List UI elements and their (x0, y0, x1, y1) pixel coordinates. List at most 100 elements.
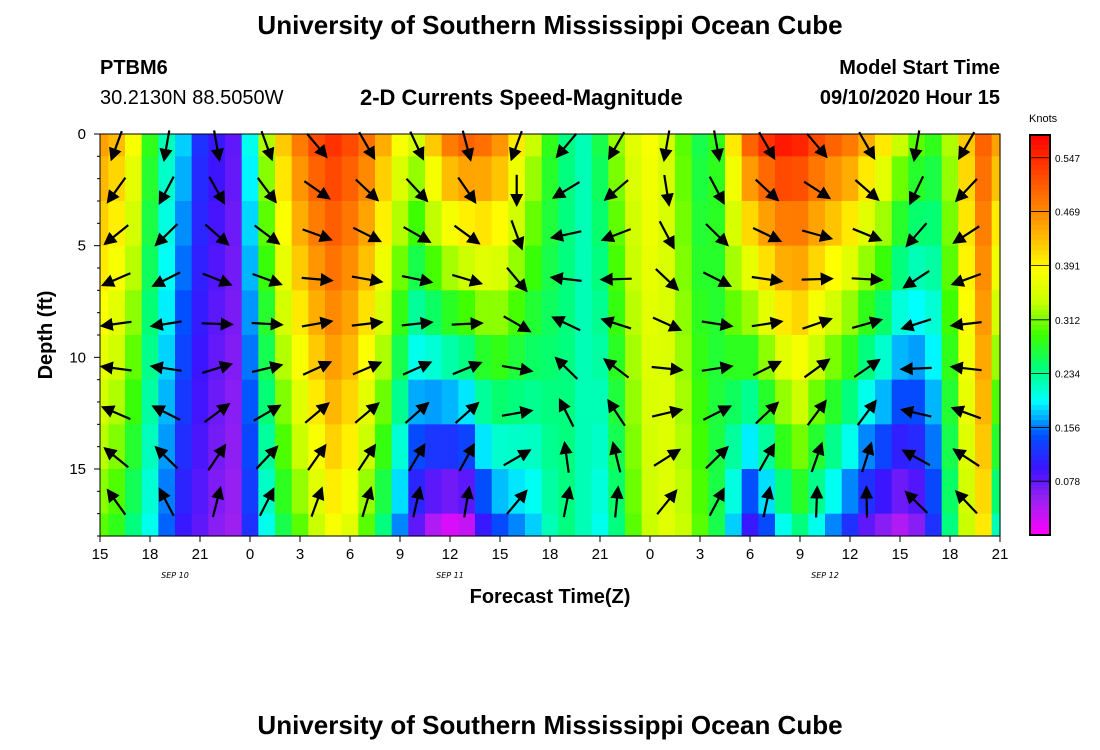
current-vector-arrow (754, 178, 780, 202)
heatmap-cell (741, 134, 759, 157)
heatmap-cell (725, 469, 743, 515)
heatmap-cell (691, 469, 709, 515)
colorbar-swatch (1030, 500, 1050, 506)
heatmap-cell (291, 469, 309, 515)
current-vector-arrow (702, 405, 733, 421)
heatmap-cell (991, 201, 1001, 247)
heatmap-cell (525, 469, 543, 515)
current-vector-arrow (904, 490, 929, 514)
colorbar-swatch (1030, 460, 1050, 466)
heatmap-cell (791, 424, 809, 470)
heatmap-cell (658, 290, 676, 336)
heatmap-cell (891, 290, 909, 336)
heatmap-cell (291, 379, 309, 425)
heatmap-cell (125, 156, 143, 202)
current-vector-arrow (705, 223, 729, 247)
colorbar-swatch (1030, 445, 1050, 451)
heatmap-cell (525, 245, 543, 291)
colorbar-swatch (1030, 465, 1050, 471)
current-vector-arrow (803, 358, 831, 379)
current-vector-arrow (651, 405, 684, 419)
current-vector-arrow (355, 178, 380, 202)
heatmap-cell (341, 290, 359, 336)
heatmap-cell (175, 379, 193, 425)
current-vector-arrow (303, 180, 331, 200)
heatmap-cell (991, 245, 1001, 291)
colorbar-swatch (1030, 350, 1050, 356)
heatmap-cell (875, 335, 893, 381)
colorbar-tick-label: 0.312 (1055, 316, 1080, 327)
heatmap-cell (225, 513, 243, 537)
current-vector-arrow (352, 360, 383, 376)
heatmap-cell (425, 424, 443, 470)
heatmap-cell (975, 379, 993, 425)
heatmap-cell (225, 134, 243, 157)
heatmap-cell (941, 201, 959, 247)
heatmap-cell (908, 290, 926, 336)
heatmap-cell (725, 513, 743, 537)
current-vector-arrow (803, 180, 832, 200)
heatmap-cell (475, 379, 493, 425)
heatmap-cell (308, 335, 326, 381)
colorbar-swatch (1030, 140, 1050, 146)
heatmap-cell (475, 424, 493, 470)
heatmap-cell (725, 379, 743, 425)
current-vector-arrow (306, 132, 328, 159)
x-tick-label: 18 (942, 546, 959, 563)
heatmap-cell (791, 469, 809, 515)
heatmap-cell (675, 156, 693, 202)
heatmap-cell (408, 513, 426, 537)
heatmap-cell (291, 134, 309, 157)
current-vector-arrow (503, 315, 532, 333)
heatmap-cell (858, 290, 876, 336)
heatmap-cell (208, 469, 226, 515)
heatmap-cell (525, 156, 543, 202)
heatmap-cell (658, 424, 676, 470)
current-vector-arrow (652, 316, 683, 332)
colorbar-swatch (1030, 185, 1050, 191)
colorbar-swatch (1030, 415, 1050, 421)
current-vector-arrow (810, 485, 824, 518)
heatmap-cell (108, 379, 126, 425)
heatmap-cell (725, 335, 743, 381)
heatmap-cell (141, 335, 159, 381)
heatmap-cell (541, 134, 559, 157)
current-vector-arrow (503, 449, 532, 467)
x-tick-label: 12 (842, 546, 859, 563)
current-vector-arrow (460, 485, 474, 518)
current-vector-arrow (103, 447, 129, 469)
heatmap-cell (741, 379, 759, 425)
heatmap-cell (808, 379, 826, 425)
heatmap-cell (641, 379, 659, 425)
heatmap-cell (391, 245, 409, 291)
heatmap-cell (358, 201, 376, 247)
current-vector-arrow (949, 317, 982, 331)
heatmap-cell (791, 201, 809, 247)
current-vector-arrow (851, 316, 884, 330)
heatmap-cell (458, 156, 476, 202)
heatmap-cell (441, 201, 459, 247)
heatmap-cell (725, 134, 743, 157)
x-tick-label: 21 (992, 546, 1009, 563)
heatmap-cell (341, 245, 359, 291)
heatmap-cell (275, 424, 293, 470)
heatmap-cell (308, 201, 326, 247)
heatmap-cell (941, 335, 959, 381)
current-vector-arrow (701, 361, 734, 375)
x-tick-label: 18 (542, 546, 559, 563)
current-vector-arrow (802, 316, 833, 330)
model-start-label: Model Start Time (839, 57, 1000, 79)
heatmap-cell (475, 513, 493, 537)
heatmap-cell (291, 245, 309, 291)
heatmap-cell (575, 335, 593, 381)
heatmap-cell (158, 156, 176, 202)
current-vector-arrow (255, 445, 279, 470)
current-vector-arrow (554, 356, 579, 380)
current-vector-arrow (952, 448, 980, 468)
heatmap-cell (591, 513, 609, 537)
heatmap-cell (491, 201, 509, 247)
x-tick-label: 0 (646, 546, 654, 563)
heatmap-cell (558, 513, 576, 537)
current-vector-arrow (949, 361, 982, 375)
heatmap-cell (891, 469, 909, 515)
